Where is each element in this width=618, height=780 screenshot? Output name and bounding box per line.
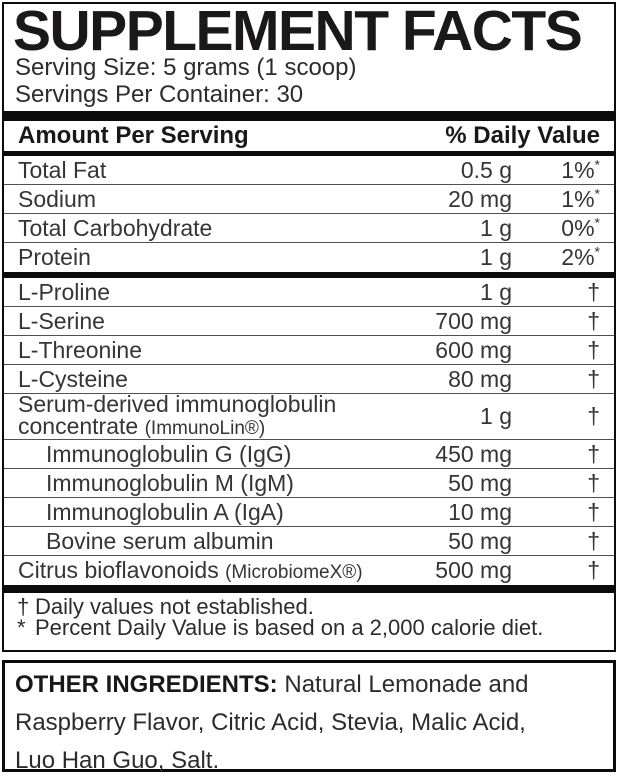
- nutrient-amount: 50 mg: [448, 469, 512, 496]
- nutrient-name: Serum-derived immunoglobulin concentrate …: [18, 391, 337, 440]
- dagger-symbol: †: [587, 403, 600, 429]
- nutrient-name: L-Cysteine: [18, 365, 128, 392]
- nutrient-row-igg: Immunoglobulin G (IgG) 450 mg †: [4, 440, 614, 469]
- other-ingredients-label: OTHER INGREDIENTS:: [15, 671, 278, 698]
- nutrient-row-protein: Protein 1 g 2%*: [4, 243, 614, 272]
- nutrient-daily-value: 1%*: [561, 184, 600, 212]
- nutrient-row-iga: Immunoglobulin A (IgA) 10 mg †: [4, 498, 614, 527]
- table-header-row: Amount Per Serving % Daily Value: [4, 121, 614, 151]
- nutrient-name: Immunoglobulin G (IgG): [46, 440, 292, 467]
- nutrient-amount: 700 mg: [435, 307, 512, 334]
- dagger-symbol: †: [587, 278, 600, 305]
- nutrient-amount: 0.5 g: [460, 156, 512, 183]
- nutrient-name: Protein: [18, 244, 91, 270]
- asterisk-note: *: [594, 213, 600, 230]
- dagger-symbol: †: [587, 557, 600, 583]
- asterisk-note: *: [594, 155, 600, 172]
- amount-per-serving-header: Amount Per Serving: [18, 122, 249, 149]
- footnote-dagger: † Daily values not established.: [17, 594, 604, 619]
- panel-title: SUPPLEMENT FACTS: [13, 2, 583, 63]
- nutrient-amount: 80 mg: [448, 365, 512, 392]
- footnote-text: Percent Daily Value is based on a 2,000 …: [35, 615, 544, 640]
- nutrient-amount: 1 g: [480, 278, 512, 305]
- dagger-marker: †: [17, 594, 30, 619]
- footnotes: † Daily values not established. * Percen…: [4, 593, 614, 640]
- nutrient-daily-value: 2%*: [561, 243, 600, 270]
- trademark-note: (MicrobiomeX®): [225, 562, 363, 583]
- nutrient-amount: 20 mg: [448, 185, 512, 212]
- nutrient-name: L-Serine: [18, 307, 105, 334]
- other-ingredients-line3: Luo Han Guo, Salt.: [15, 747, 220, 774]
- other-ingredients-line1: Natural Lemonade and: [277, 671, 529, 698]
- nutrient-row-total-carbohydrate: Total Carbohydrate 1 g 0%*: [4, 214, 614, 243]
- divider-header: [4, 151, 614, 156]
- nutrient-row-bovine-serum-albumin: Bovine serum albumin 50 mg †: [4, 527, 614, 556]
- nutrient-amount: 1 g: [480, 244, 512, 270]
- nutrient-row-serum-immunoglobulin: Serum-derived immunoglobulin concentrate …: [4, 391, 614, 440]
- nutrient-amount: 600 mg: [435, 336, 512, 363]
- nutrient-amount: 1 g: [480, 403, 512, 429]
- nutrient-name: Sodium: [18, 185, 96, 212]
- dagger-symbol: †: [587, 469, 600, 496]
- nutrient-row-citrus-bioflavonoids: Citrus bioflavonoids (MicrobiomeX®) 500 …: [4, 556, 614, 585]
- daily-value-header: % Daily Value: [445, 122, 600, 149]
- nutrient-name: Immunoglobulin A (IgA): [46, 498, 284, 525]
- trademark-note: (ImmunoLin®): [144, 418, 266, 439]
- nutrient-name: Total Fat: [18, 156, 107, 183]
- asterisk-note: *: [594, 243, 600, 260]
- asterisk-marker: *: [17, 615, 26, 640]
- dagger-symbol: †: [587, 365, 600, 392]
- nutrient-name: L-Proline: [18, 278, 111, 305]
- asterisk-note: *: [594, 184, 600, 201]
- servings-per-container: Servings Per Container: 30: [15, 81, 304, 108]
- divider-thick-bottom: [4, 585, 614, 593]
- dagger-symbol: †: [587, 336, 600, 363]
- nutrient-row-total-fat: Total Fat 0.5 g 1%*: [4, 156, 614, 185]
- dagger-symbol: †: [587, 527, 600, 554]
- nutrient-name: Bovine serum albumin: [46, 527, 274, 554]
- nutrient-name: Citrus bioflavonoids (MicrobiomeX®): [18, 557, 363, 583]
- nutrient-daily-value: 0%*: [561, 213, 600, 241]
- nutrient-row-l-serine: L-Serine 700 mg †: [4, 307, 614, 336]
- divider-thick-middle: [4, 272, 614, 278]
- nutrient-amount: 50 mg: [448, 527, 512, 554]
- dagger-symbol: †: [587, 498, 600, 525]
- nutrient-row-sodium: Sodium 20 mg 1%*: [4, 185, 614, 214]
- supplement-facts-panel: SUPPLEMENT FACTS Serving Size: 5 grams (…: [2, 2, 616, 652]
- nutrient-amount: 450 mg: [435, 440, 512, 467]
- dagger-symbol: †: [587, 440, 600, 467]
- other-ingredients-section: OTHER INGREDIENTS: Natural Lemonade and …: [2, 660, 616, 774]
- footnote-asterisk: * Percent Daily Value is based on a 2,00…: [17, 615, 604, 640]
- dagger-symbol: †: [587, 307, 600, 334]
- nutrient-amount: 500 mg: [435, 557, 512, 583]
- other-ingredients-line2: Raspberry Flavor, Citric Acid, Stevia, M…: [15, 709, 526, 736]
- divider-thick-top: [4, 111, 614, 121]
- nutrient-name: Total Carbohydrate: [18, 214, 213, 241]
- nutrient-name: Immunoglobulin M (IgM): [46, 469, 294, 496]
- nutrient-row-l-threonine: L-Threonine 600 mg †: [4, 336, 614, 365]
- nutrient-amount: 10 mg: [448, 498, 512, 525]
- nutrient-row-l-proline: L-Proline 1 g †: [4, 278, 614, 307]
- nutrient-row-l-cysteine: L-Cysteine 80 mg †: [4, 365, 614, 394]
- serving-size: Serving Size: 5 grams (1 scoop): [15, 54, 357, 81]
- nutrient-row-igm: Immunoglobulin M (IgM) 50 mg †: [4, 469, 614, 498]
- footnote-text: Daily values not established.: [35, 594, 314, 619]
- nutrient-daily-value: 1%*: [561, 155, 600, 183]
- nutrient-name: L-Threonine: [18, 336, 143, 363]
- nutrient-amount: 1 g: [480, 214, 512, 241]
